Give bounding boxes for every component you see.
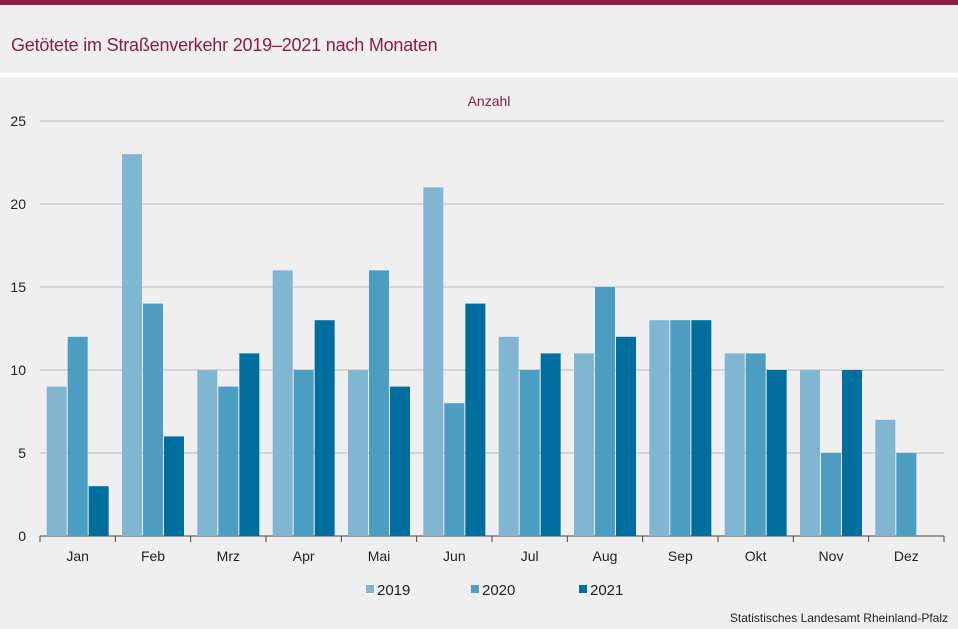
bar-2020-Mai <box>369 270 389 536</box>
title-divider <box>0 73 958 77</box>
bar-2019-Jun <box>423 187 444 536</box>
bar-2021-Nov <box>842 370 862 536</box>
bar-2019-Apr <box>272 270 293 536</box>
title-band: Getötete im Straßenverkehr 2019–2021 nac… <box>0 5 958 73</box>
bar-2019-Sep <box>649 320 670 536</box>
bar-2019-Aug <box>574 353 594 536</box>
x-tick-label: Mrz <box>217 548 240 564</box>
x-tick-label: Jul <box>521 548 539 564</box>
bar-2021-Okt <box>766 370 787 536</box>
bar-2020-Mrz <box>218 386 239 536</box>
bar-2021-Mai <box>390 386 410 536</box>
bar-2019-Nov <box>800 370 820 536</box>
bar-2019-Jan <box>46 386 67 536</box>
legend-label-2020: 2020 <box>482 582 515 599</box>
legend-swatch-2021 <box>579 585 587 593</box>
bar-2021-Mrz <box>239 353 260 536</box>
bar-2019-Mrz <box>197 370 218 536</box>
legend-label-2019: 2019 <box>377 582 410 599</box>
x-tick-label: Aug <box>593 548 618 564</box>
chart-title: Getötete im Straßenverkehr 2019–2021 nac… <box>11 35 438 55</box>
bar-2020-Sep <box>670 320 691 536</box>
y-tick-label: 15 <box>10 279 26 295</box>
y-axis-label: Anzahl <box>468 93 511 109</box>
x-tick-label: Sep <box>668 548 693 564</box>
bar-2021-Feb <box>164 436 184 536</box>
bar-2021-Jun <box>465 303 486 536</box>
bar-2020-Apr <box>293 370 314 536</box>
bar-2020-Okt <box>745 353 766 536</box>
bar-2021-Aug <box>616 336 636 536</box>
y-tick-label: 20 <box>10 196 26 212</box>
bar-2020-Feb <box>143 303 163 536</box>
x-tick-label: Mai <box>368 548 391 564</box>
x-tick-label: Apr <box>293 548 315 564</box>
legend-swatch-2020 <box>471 585 479 593</box>
bar-2021-Apr <box>314 320 335 536</box>
legend-swatch-2019 <box>366 585 374 593</box>
y-tick-label: 10 <box>10 362 26 378</box>
bar-2020-Dez <box>896 453 917 536</box>
bar-2019-Mai <box>348 370 368 536</box>
bar-2019-Dez <box>875 419 896 536</box>
bar-2021-Jan <box>88 486 109 536</box>
bar-2021-Sep <box>691 320 712 536</box>
y-tick-label: 25 <box>10 113 26 129</box>
bar-2019-Okt <box>724 353 745 536</box>
x-tick-label: Jun <box>443 548 466 564</box>
bar-2019-Jul <box>498 336 519 536</box>
bar-2020-Jul <box>519 370 540 536</box>
bar-2020-Nov <box>821 453 841 536</box>
x-tick-label: Dez <box>894 548 919 564</box>
bar-chart: Anzahl 0 5 10 15 20 25 Jan Feb Mrz Apr Mai Jun Jul Aug… <box>10 93 945 599</box>
y-tick-label: 5 <box>18 445 26 461</box>
bar-2020-Aug <box>595 287 615 536</box>
source-credit: Statistisches Landesamt Rheinland-Pfalz <box>729 611 948 625</box>
y-tick-label: 0 <box>18 528 26 544</box>
top-accent-bar <box>0 0 958 5</box>
bar-2021-Jul <box>540 353 561 536</box>
legend-label-2021: 2021 <box>590 582 623 599</box>
x-tick-label: Jan <box>66 548 89 564</box>
x-tick-label: Feb <box>141 548 165 564</box>
x-tick-label: Nov <box>819 548 844 564</box>
bar-2020-Jan <box>67 336 88 536</box>
x-tick-label: Okt <box>745 548 767 564</box>
bar-2019-Feb <box>122 154 142 536</box>
bar-2020-Jun <box>444 403 465 536</box>
